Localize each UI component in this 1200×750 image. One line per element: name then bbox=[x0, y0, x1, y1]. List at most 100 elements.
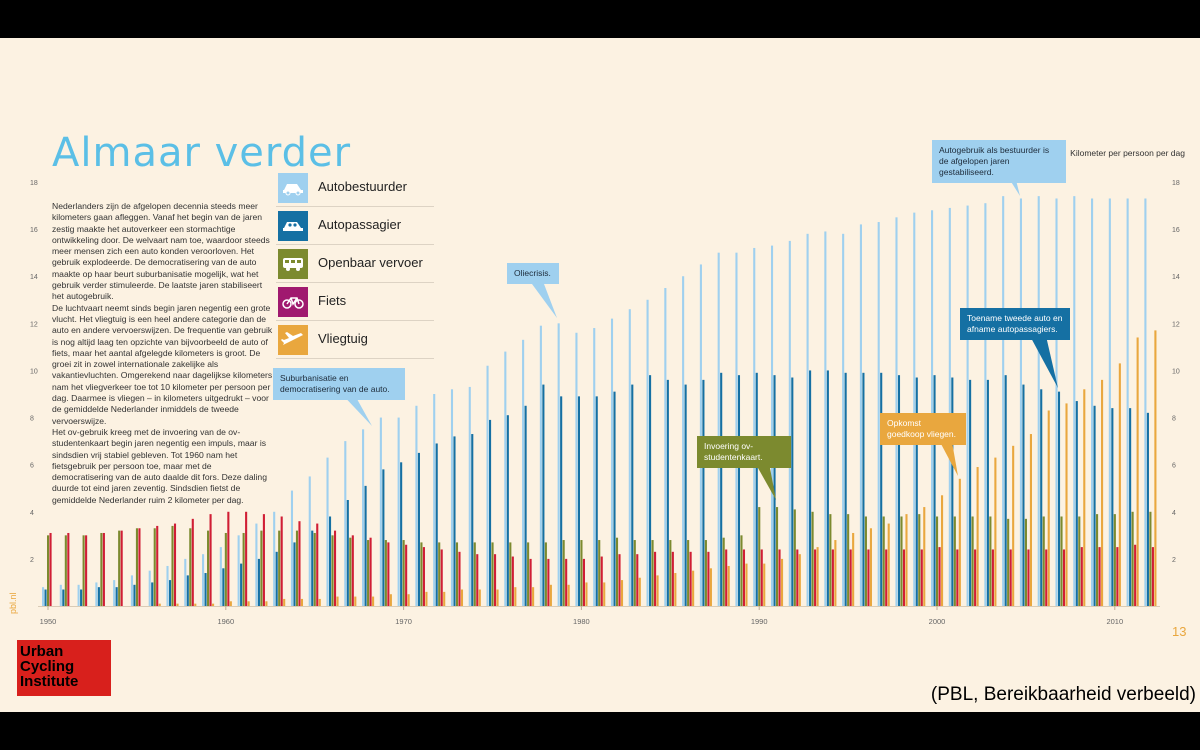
legend-label: Openbaar vervoer bbox=[318, 255, 423, 270]
bar-autobestuurder bbox=[824, 231, 827, 606]
bar-autopassagier bbox=[826, 370, 829, 606]
bar-fiets bbox=[849, 549, 852, 606]
bar-autobestuurder bbox=[966, 205, 969, 606]
y-tick-label: 18 bbox=[1172, 180, 1180, 187]
bar-autopassagier bbox=[773, 375, 776, 606]
bar-autopassagier bbox=[791, 377, 794, 606]
bar-autopassagier bbox=[613, 391, 616, 606]
bar-autobestuurder bbox=[148, 570, 151, 606]
bar-autopassagier bbox=[577, 396, 580, 606]
x-tick-label: 2000 bbox=[929, 617, 946, 626]
bar-fiets bbox=[209, 514, 212, 606]
bar-autobestuurder bbox=[770, 245, 774, 606]
bar-fiets bbox=[867, 549, 870, 606]
bar-fiets bbox=[85, 535, 88, 606]
bar-fiets bbox=[1098, 547, 1101, 606]
bar-autobestuurder bbox=[948, 207, 951, 606]
bar-openbaar-vervoer bbox=[455, 542, 459, 606]
bar-autobestuurder bbox=[895, 217, 898, 606]
bar-autopassagier bbox=[1040, 389, 1043, 606]
bar-fiets bbox=[1045, 549, 1048, 606]
bar-autopassagier bbox=[666, 379, 669, 606]
y-tick-label: 6 bbox=[1172, 463, 1176, 470]
bar-autopassagier bbox=[702, 379, 705, 606]
bar-autobestuurder bbox=[344, 441, 347, 606]
bar-openbaar-vervoer bbox=[171, 525, 174, 606]
car-icon bbox=[278, 173, 308, 203]
bar-openbaar-vervoer bbox=[900, 516, 903, 606]
bar-vliegtuig bbox=[478, 589, 481, 606]
bar-vliegtuig bbox=[887, 523, 890, 606]
bar-autopassagier bbox=[328, 516, 332, 606]
legend-item-openbaar-vervoer: Openbaar vervoer bbox=[276, 245, 434, 283]
bar-autopassagier bbox=[720, 372, 723, 606]
bar-autopassagier bbox=[382, 469, 385, 606]
bar-vliegtuig bbox=[958, 478, 961, 606]
bar-autobestuurder bbox=[415, 405, 418, 606]
page-title: Almaar verder bbox=[52, 130, 352, 176]
bar-fiets bbox=[120, 530, 123, 606]
bar-openbaar-vervoer bbox=[971, 516, 974, 606]
bar-vliegtuig bbox=[265, 601, 268, 606]
y-tick-label: 10 bbox=[30, 368, 38, 375]
bar-openbaar-vervoer bbox=[989, 516, 992, 606]
bar-openbaar-vervoer bbox=[402, 540, 405, 606]
bar-autopassagier bbox=[951, 377, 954, 606]
bar-fiets bbox=[422, 547, 425, 606]
bar-autobestuurder bbox=[1037, 196, 1040, 606]
bar-autobestuurder bbox=[290, 490, 294, 606]
bar-fiets bbox=[191, 518, 194, 606]
bar-vliegtuig bbox=[869, 528, 872, 606]
bar-autobestuurder bbox=[166, 565, 169, 606]
legend-label: Autobestuurder bbox=[318, 179, 407, 194]
bar-openbaar-vervoer bbox=[295, 530, 299, 606]
bar-fiets bbox=[440, 549, 443, 606]
bar-fiets bbox=[316, 523, 319, 606]
bar-autopassagier bbox=[133, 584, 136, 606]
bar-fiets bbox=[671, 551, 674, 606]
bar-autobestuurder bbox=[433, 394, 436, 606]
bar-openbaar-vervoer bbox=[331, 535, 334, 606]
bar-openbaar-vervoer bbox=[793, 509, 796, 606]
legend-item-fiets: Fiets bbox=[276, 283, 434, 321]
bar-openbaar-vervoer bbox=[260, 530, 263, 606]
bar-fiets bbox=[956, 549, 959, 606]
bar-vliegtuig bbox=[407, 594, 410, 606]
bar-fiets bbox=[1062, 549, 1066, 606]
bar-vliegtuig bbox=[1101, 379, 1104, 606]
bar-autobestuurder bbox=[77, 584, 80, 606]
bar-fiets bbox=[476, 554, 479, 606]
y-tick-label: 8 bbox=[30, 416, 34, 423]
body-paragraph: Nederlanders zijn de afgelopen decennia … bbox=[52, 201, 270, 302]
callout-oliecrisis: Oliecrisis. bbox=[507, 263, 559, 284]
bar-fiets bbox=[902, 549, 906, 606]
bar-vliegtuig bbox=[443, 591, 446, 606]
bar-openbaar-vervoer bbox=[864, 516, 867, 606]
bar-openbaar-vervoer bbox=[153, 528, 156, 606]
logo-line: Cycling bbox=[20, 658, 75, 675]
bar-fiets bbox=[1151, 547, 1154, 606]
bar-fiets bbox=[974, 549, 977, 606]
bar-fiets bbox=[938, 547, 941, 606]
bar-autobestuurder bbox=[95, 582, 98, 606]
bar-fiets bbox=[351, 535, 354, 606]
bar-autopassagier bbox=[489, 419, 492, 606]
source-caption: (PBL, Bereikbaarheid verbeeld) bbox=[930, 684, 1196, 705]
callout-pointer bbox=[758, 468, 776, 500]
bar-autopassagier bbox=[1146, 412, 1149, 606]
bar-autobestuurder bbox=[1002, 196, 1005, 606]
legend-item-autobestuurder: Autobestuurder bbox=[276, 169, 434, 207]
bar-openbaar-vervoer bbox=[615, 537, 619, 606]
bar-autopassagier bbox=[649, 375, 652, 606]
bar-fiets bbox=[565, 558, 568, 606]
x-tick-label: 1990 bbox=[751, 617, 768, 626]
bar-openbaar-vervoer bbox=[811, 511, 814, 606]
bar-openbaar-vervoer bbox=[918, 514, 921, 606]
bar-openbaar-vervoer bbox=[473, 542, 476, 606]
y-tick-label: 4 bbox=[1172, 510, 1176, 517]
y-tick-label: 18 bbox=[30, 180, 38, 187]
bar-vliegtuig bbox=[354, 596, 357, 606]
bar-autopassagier bbox=[435, 443, 438, 606]
bar-openbaar-vervoer bbox=[509, 542, 512, 606]
bar-fiets bbox=[885, 549, 888, 606]
